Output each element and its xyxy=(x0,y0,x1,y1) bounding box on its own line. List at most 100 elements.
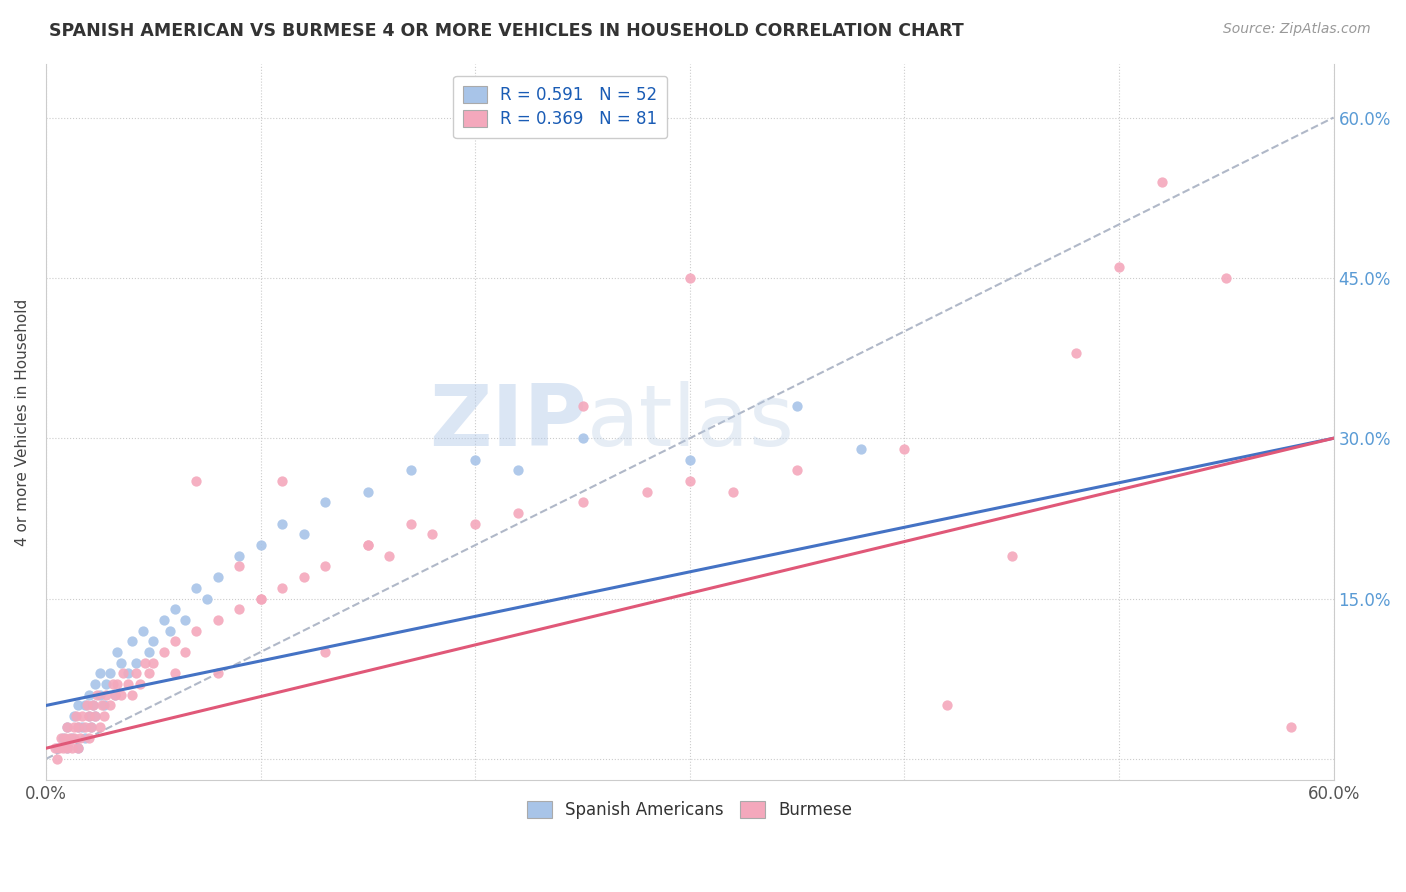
Point xyxy=(464,452,486,467)
Point xyxy=(1279,720,1302,734)
Point xyxy=(56,720,79,734)
Point xyxy=(48,741,70,756)
Point xyxy=(936,698,959,713)
Point xyxy=(125,656,148,670)
Text: ZIP: ZIP xyxy=(429,381,586,464)
Point xyxy=(138,645,160,659)
Point xyxy=(228,559,250,574)
Point xyxy=(142,656,165,670)
Point xyxy=(65,709,87,723)
Point xyxy=(186,474,208,488)
Point xyxy=(174,645,197,659)
Point xyxy=(52,741,75,756)
Point xyxy=(93,709,115,723)
Point xyxy=(186,624,208,638)
Point xyxy=(249,591,271,606)
Text: atlas: atlas xyxy=(586,381,794,464)
Point xyxy=(69,731,91,745)
Point xyxy=(314,645,336,659)
Point xyxy=(163,602,186,616)
Point xyxy=(53,731,76,745)
Point xyxy=(228,549,250,563)
Point xyxy=(89,666,111,681)
Point xyxy=(125,666,148,681)
Point xyxy=(94,677,117,691)
Point xyxy=(357,484,380,499)
Point xyxy=(571,495,593,509)
Point xyxy=(129,677,152,691)
Legend: Spanish Americans, Burmese: Spanish Americans, Burmese xyxy=(520,794,859,826)
Point xyxy=(90,698,112,713)
Point xyxy=(464,516,486,531)
Point xyxy=(77,709,100,723)
Point xyxy=(1215,271,1237,285)
Point xyxy=(82,698,104,713)
Point xyxy=(105,677,128,691)
Point xyxy=(45,741,67,756)
Point xyxy=(98,698,121,713)
Point xyxy=(399,516,422,531)
Point xyxy=(104,688,127,702)
Text: SPANISH AMERICAN VS BURMESE 4 OR MORE VEHICLES IN HOUSEHOLD CORRELATION CHART: SPANISH AMERICAN VS BURMESE 4 OR MORE VE… xyxy=(49,22,965,40)
Point xyxy=(679,452,702,467)
Point xyxy=(207,666,229,681)
Point xyxy=(134,656,156,670)
Point xyxy=(174,613,197,627)
Point xyxy=(63,709,86,723)
Point xyxy=(571,399,593,413)
Point xyxy=(508,506,530,520)
Y-axis label: 4 or more Vehicles in Household: 4 or more Vehicles in Household xyxy=(15,299,30,546)
Point xyxy=(67,720,90,734)
Point xyxy=(80,720,103,734)
Point xyxy=(186,581,208,595)
Point xyxy=(45,752,67,766)
Point xyxy=(73,731,96,745)
Point xyxy=(357,538,380,552)
Point xyxy=(67,720,90,734)
Point xyxy=(159,624,181,638)
Point xyxy=(153,613,176,627)
Point xyxy=(357,538,380,552)
Point xyxy=(77,709,100,723)
Point xyxy=(60,731,83,745)
Point xyxy=(163,666,186,681)
Point xyxy=(292,570,315,584)
Point xyxy=(195,591,218,606)
Point xyxy=(104,688,127,702)
Point xyxy=(56,741,79,756)
Point xyxy=(399,463,422,477)
Point xyxy=(72,720,94,734)
Point xyxy=(1001,549,1024,563)
Point xyxy=(67,698,90,713)
Point xyxy=(112,666,135,681)
Point xyxy=(72,709,94,723)
Point xyxy=(60,741,83,756)
Point xyxy=(93,698,115,713)
Point xyxy=(73,720,96,734)
Point xyxy=(138,666,160,681)
Point xyxy=(56,720,79,734)
Point xyxy=(63,720,86,734)
Point xyxy=(86,688,108,702)
Point xyxy=(271,581,294,595)
Point xyxy=(271,474,294,488)
Point xyxy=(508,463,530,477)
Point xyxy=(84,709,107,723)
Point xyxy=(1064,345,1087,359)
Point xyxy=(101,677,124,691)
Point xyxy=(73,698,96,713)
Point xyxy=(110,656,132,670)
Point xyxy=(228,602,250,616)
Point xyxy=(52,731,75,745)
Point xyxy=(786,463,808,477)
Point xyxy=(77,688,100,702)
Point xyxy=(249,591,271,606)
Point xyxy=(63,731,86,745)
Point xyxy=(153,645,176,659)
Point xyxy=(314,495,336,509)
Point xyxy=(110,688,132,702)
Point xyxy=(117,677,139,691)
Point xyxy=(49,731,72,745)
Point xyxy=(679,271,702,285)
Point xyxy=(893,442,915,456)
